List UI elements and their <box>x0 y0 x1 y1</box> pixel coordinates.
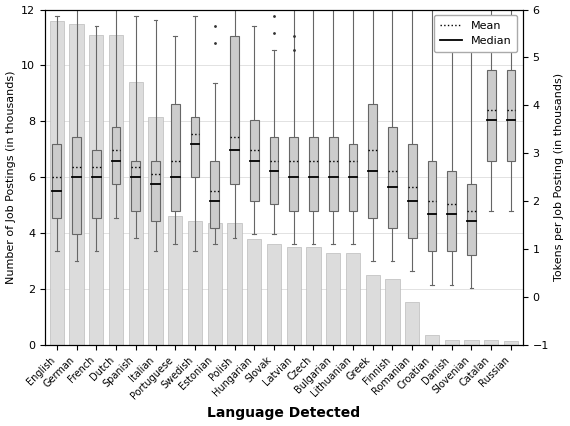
Bar <box>405 302 420 345</box>
FancyBboxPatch shape <box>368 104 377 218</box>
Y-axis label: Number of Job Postings (in thousands): Number of Job Postings (in thousands) <box>6 71 15 284</box>
FancyBboxPatch shape <box>348 144 357 211</box>
Bar <box>385 279 400 345</box>
FancyBboxPatch shape <box>112 127 120 184</box>
FancyBboxPatch shape <box>190 117 200 177</box>
FancyBboxPatch shape <box>250 120 259 201</box>
FancyBboxPatch shape <box>447 171 456 251</box>
FancyBboxPatch shape <box>467 184 476 254</box>
FancyBboxPatch shape <box>329 137 337 211</box>
Bar <box>109 35 123 345</box>
Bar <box>287 247 301 345</box>
Bar <box>307 247 320 345</box>
FancyBboxPatch shape <box>270 137 279 204</box>
Bar <box>227 224 242 345</box>
FancyBboxPatch shape <box>210 161 219 227</box>
Y-axis label: Tokens per Job Posting (in thousands): Tokens per Job Posting (in thousands) <box>555 73 564 282</box>
Legend: Mean, Median: Mean, Median <box>434 15 517 52</box>
Bar <box>365 275 380 345</box>
FancyBboxPatch shape <box>92 150 101 218</box>
Bar <box>445 340 459 345</box>
Bar <box>326 253 340 345</box>
FancyBboxPatch shape <box>408 144 417 238</box>
Bar <box>148 117 162 345</box>
FancyBboxPatch shape <box>52 144 61 218</box>
Bar <box>346 253 360 345</box>
Bar <box>168 216 182 345</box>
Bar <box>207 224 222 345</box>
Bar <box>484 340 498 345</box>
FancyBboxPatch shape <box>151 161 160 221</box>
Bar <box>89 35 103 345</box>
Bar <box>70 23 84 345</box>
FancyBboxPatch shape <box>72 137 81 234</box>
Bar <box>50 21 64 345</box>
FancyBboxPatch shape <box>487 70 496 161</box>
FancyBboxPatch shape <box>230 36 239 184</box>
FancyBboxPatch shape <box>131 161 140 211</box>
Bar <box>465 340 479 345</box>
Bar <box>425 335 439 345</box>
Bar <box>504 341 518 345</box>
Bar <box>188 221 202 345</box>
FancyBboxPatch shape <box>171 104 180 211</box>
FancyBboxPatch shape <box>507 70 515 161</box>
X-axis label: Language Detected: Language Detected <box>207 406 360 420</box>
Bar <box>247 239 262 345</box>
FancyBboxPatch shape <box>290 137 298 211</box>
Bar <box>267 245 281 345</box>
FancyBboxPatch shape <box>388 127 397 227</box>
FancyBboxPatch shape <box>428 161 437 251</box>
FancyBboxPatch shape <box>309 137 318 211</box>
Bar <box>129 82 143 345</box>
